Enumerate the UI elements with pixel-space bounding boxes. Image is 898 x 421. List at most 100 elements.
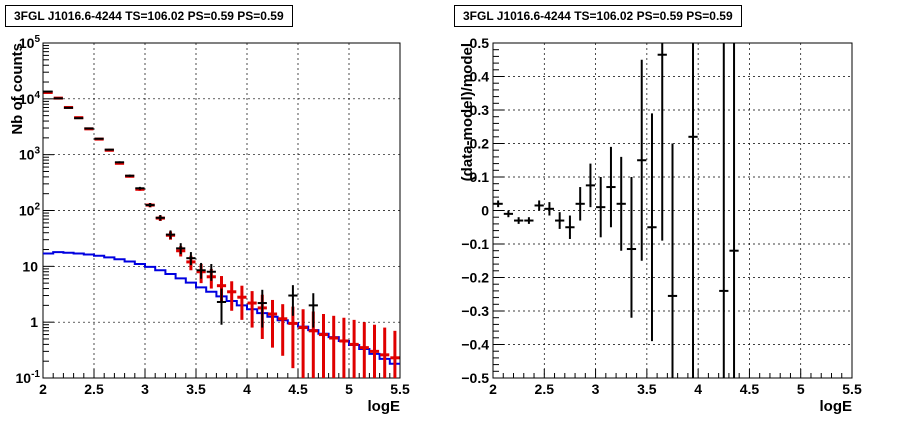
residual-point: [544, 202, 555, 216]
y-tick-label: 0.1: [470, 169, 490, 185]
model-point: [227, 281, 237, 311]
model-point: [237, 285, 247, 320]
data-point: [125, 174, 135, 177]
data-point: [53, 97, 63, 100]
x-tick-label: 3: [592, 381, 600, 397]
data-point: [216, 288, 227, 325]
data-point: [288, 285, 298, 316]
residual-point: [606, 146, 616, 228]
y-axis-title: (data-model)/model: [459, 43, 476, 181]
residual-point: [575, 187, 585, 221]
y-tick-label: 0.2: [470, 136, 490, 152]
model-point: [298, 309, 308, 378]
data-point: [176, 243, 186, 255]
residual-point: [493, 200, 503, 208]
y-tick-label: 0: [481, 203, 489, 219]
x-axis-title: logE: [368, 398, 401, 415]
y-tick-label: 10: [22, 258, 38, 274]
model-point: [349, 319, 359, 378]
residual-point: [555, 212, 565, 229]
x-axis-title: logE: [820, 398, 853, 415]
y-tick-label: 0.4: [470, 69, 490, 85]
x-tick-label: 5: [345, 381, 353, 397]
x-tick-label: 2.5: [84, 381, 104, 397]
y-tick-label: −0.2: [461, 270, 489, 286]
x-tick-label: 4: [243, 381, 251, 397]
x-tick-label: 4: [694, 381, 702, 397]
model-point: [278, 304, 288, 356]
data-point: [94, 137, 104, 140]
y-tick-label: −0.4: [461, 337, 489, 353]
y-tick-label: −0.5: [461, 370, 489, 386]
x-tick-label: 3.5: [186, 381, 206, 397]
x-tick-label: 3.5: [637, 381, 657, 397]
data-point: [135, 186, 145, 190]
plot-frame: [42, 42, 401, 379]
residual-point: [534, 200, 544, 211]
residual-point: [585, 163, 596, 208]
left-chart-counts: 2 2.5 3 3.5 4 4.5 5 5.5 10-1 1 10 102 103 104 105 logE N…: [9, 34, 410, 415]
data-point: [63, 106, 74, 109]
model-point: [288, 306, 298, 369]
model-point: [247, 291, 257, 328]
data-point: [155, 215, 165, 221]
y-tick-label: 10-1: [16, 369, 41, 386]
residual-point: [616, 156, 626, 251]
x-tick-label: 5.5: [842, 381, 862, 397]
y-tick-label: −0.1: [461, 236, 489, 252]
data-point: [84, 127, 94, 130]
residual-point: [657, 43, 667, 241]
residual-point: [729, 43, 739, 378]
y-tick-label: −0.3: [461, 303, 489, 319]
residual-point: [596, 177, 606, 238]
y-tick-label: 104: [19, 90, 41, 107]
x-tick-label: 3: [141, 381, 149, 397]
residual-point: [626, 177, 637, 318]
model-point: [339, 317, 349, 378]
right-chart-title: 3FGL J1016.6-4244 TS=106.02 PS=0.59 PS=0…: [454, 5, 742, 27]
y-tick-label: 1: [30, 314, 38, 330]
data-point: [165, 230, 176, 239]
residual-point: [514, 217, 524, 224]
data-point: [145, 203, 155, 208]
data-point: [74, 117, 84, 120]
residual-point: [524, 217, 534, 224]
y-tick-label: 0.5: [470, 35, 490, 51]
data-point: [114, 161, 125, 164]
data-point: [104, 148, 114, 151]
model-point: [369, 324, 380, 378]
residual-point: [503, 210, 514, 218]
model-point: [318, 314, 329, 378]
residual-point: [647, 113, 657, 342]
data-point: [257, 289, 267, 328]
x-tick-label: 4.5: [288, 381, 308, 397]
model-point: [359, 322, 369, 378]
y-axis-title: Nb of counts: [9, 43, 26, 135]
data-point: [308, 293, 318, 328]
data-point: [196, 262, 206, 279]
residual-point: [637, 59, 647, 261]
model-point: [267, 299, 278, 348]
residual-point: [565, 215, 575, 239]
y-tick-label: 103: [19, 146, 41, 163]
model-point: [390, 330, 400, 378]
y-tick-label: 105: [19, 34, 41, 51]
model-point: [380, 327, 390, 378]
x-tick-label: 2.5: [535, 381, 555, 397]
y-tick-label: 102: [19, 202, 41, 219]
data-point: [186, 252, 196, 266]
x-tick-label: 5: [797, 381, 805, 397]
x-tick-label: 2: [489, 381, 497, 397]
residual-point: [667, 143, 678, 378]
model-point: [329, 315, 339, 378]
residual-point: [688, 43, 698, 378]
x-tick-label: 4.5: [740, 381, 760, 397]
y-tick-label: 0.3: [470, 102, 490, 118]
data-point: [206, 264, 216, 281]
right-chart-residuals: 2 2.5 3 3.5 4 4.5 5 5.5 −0.5 −0.4 −0.3 −0.2 −0.1 0 0.1…: [459, 35, 862, 415]
data-point: [43, 90, 53, 93]
x-tick-label: 5.5: [390, 381, 410, 397]
x-tick-label: 2: [39, 381, 47, 397]
residual-point: [719, 43, 729, 378]
left-chart-title: 3FGL J1016.6-4244 TS=106.02 PS=0.59 PS=0…: [5, 5, 293, 27]
